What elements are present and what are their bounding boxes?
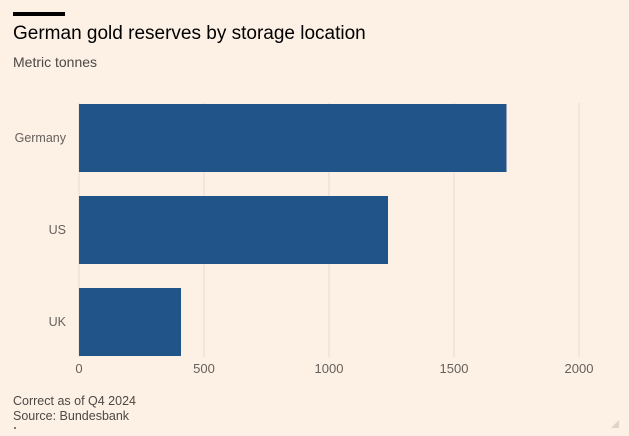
category-label-us: US [49, 223, 66, 237]
x-tick-label: 2000 [565, 361, 594, 376]
footer-dot [14, 427, 16, 429]
footer-note: Correct as of Q4 2024 [13, 394, 136, 408]
chart-subtitle: Metric tonnes [13, 54, 98, 70]
top-rule [13, 12, 65, 16]
category-label-germany: Germany [15, 131, 67, 145]
bar-us [79, 196, 388, 264]
bar-germany [79, 104, 507, 172]
x-tick-label: 500 [193, 361, 215, 376]
chart-title: German gold reserves by storage location [13, 23, 366, 44]
bar-uk [79, 288, 181, 356]
x-tick-label: 0 [75, 361, 82, 376]
x-tick-label: 1500 [440, 361, 469, 376]
x-tick-label: 1000 [315, 361, 344, 376]
resize-corner-icon [611, 420, 619, 428]
category-label-uk: UK [49, 315, 67, 329]
footer-source: Source: Bundesbank [13, 409, 130, 423]
